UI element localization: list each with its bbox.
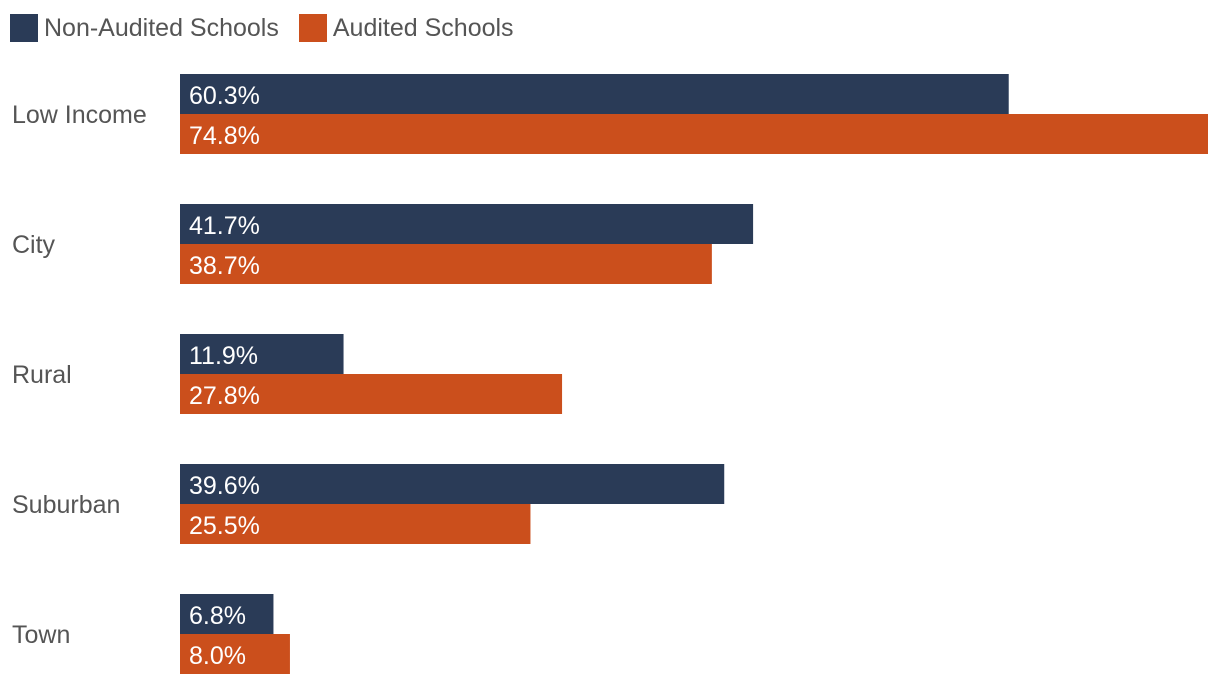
data-label-audited-schools-town: 8.0% (189, 642, 246, 670)
legend-label-non-audited: Non-Audited Schools (44, 13, 279, 42)
legend-label-audited: Audited Schools (332, 13, 514, 42)
category-label-town: Town (12, 621, 70, 649)
legend-item-audited: Audited Schools (298, 13, 514, 43)
legend-swatch-audited (298, 14, 327, 42)
category-label-rural: Rural (12, 361, 72, 389)
data-label-audited-schools-rural: 27.8% (189, 382, 260, 410)
data-label-non-audited-schools-suburban: 39.6% (189, 472, 260, 500)
bar-non-audited-schools-rural (180, 334, 344, 374)
bar-audited-schools-city (180, 244, 712, 284)
bar-audited-schools-low-income (180, 114, 1208, 154)
legend-swatch-non-audited (10, 14, 38, 42)
bar-audited-schools-rural (180, 374, 563, 414)
bar-non-audited-schools-city (180, 204, 754, 244)
legend-item-non-audited: Non-Audited Schools (10, 14, 279, 43)
bar-audited-schools-town (180, 634, 290, 674)
bar-non-audited-schools-town (180, 594, 274, 634)
data-label-non-audited-schools-low-income: 60.3% (189, 82, 260, 110)
data-label-audited-schools-suburban: 25.5% (189, 512, 260, 540)
bar-audited-schools-suburban (180, 504, 531, 544)
category-label-suburban: Suburban (12, 491, 120, 519)
data-label-audited-schools-low-income: 74.8% (189, 122, 260, 150)
category-label-low-income: Low Income (12, 101, 147, 129)
data-label-non-audited-schools-rural: 11.9% (189, 342, 258, 370)
category-label-city: City (12, 231, 56, 259)
data-label-non-audited-schools-city: 41.7% (189, 212, 260, 240)
bar-non-audited-schools-suburban (180, 464, 725, 504)
legend: Non-Audited Schools Audited Schools (10, 12, 514, 44)
data-label-audited-schools-city: 38.7% (189, 252, 260, 280)
bar-non-audited-schools-low-income (180, 74, 1009, 114)
data-label-non-audited-schools-town: 6.8% (189, 602, 246, 630)
